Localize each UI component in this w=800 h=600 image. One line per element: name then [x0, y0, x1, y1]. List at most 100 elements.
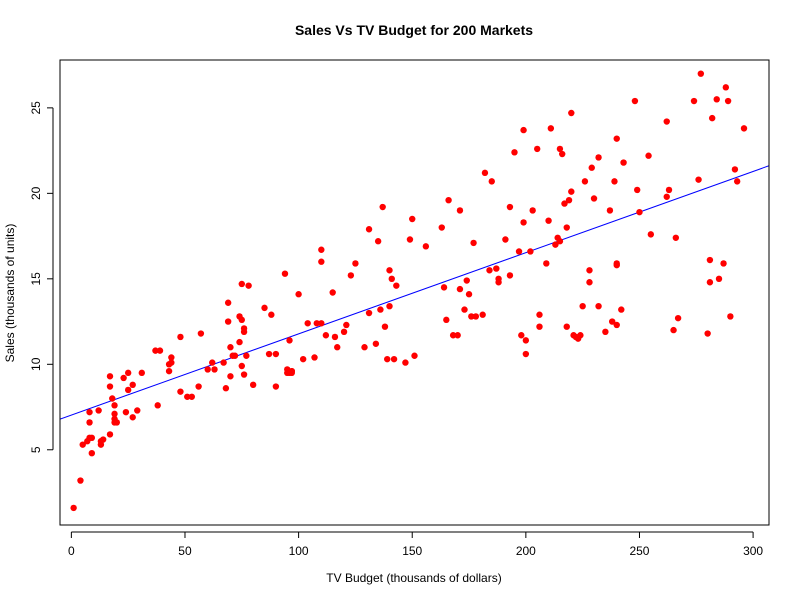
data-point — [506, 272, 514, 279]
data-point — [211, 366, 218, 373]
data-point — [695, 176, 702, 183]
data-point — [706, 256, 714, 264]
data-point — [268, 311, 275, 318]
data-point — [197, 330, 205, 337]
data-point — [631, 97, 639, 105]
data-point — [177, 388, 184, 395]
data-point — [138, 369, 146, 377]
data-point — [470, 239, 477, 247]
data-point — [177, 333, 184, 341]
data-point — [311, 354, 318, 361]
data-point — [329, 289, 336, 296]
data-point — [724, 97, 732, 105]
data-point — [227, 373, 234, 380]
data-point — [613, 321, 620, 329]
data-point — [402, 359, 409, 366]
data-point — [240, 325, 248, 332]
data-point — [672, 234, 680, 241]
data-point — [720, 260, 727, 267]
data-point — [613, 135, 620, 142]
data-point — [620, 159, 627, 166]
data-point — [109, 395, 116, 402]
data-point — [456, 285, 464, 293]
data-point — [224, 299, 232, 306]
data-point — [365, 226, 373, 233]
data-point — [222, 385, 230, 392]
data-point — [704, 330, 711, 337]
data-point — [377, 306, 384, 313]
data-point — [722, 84, 730, 91]
data-point — [79, 441, 86, 448]
data-point — [595, 154, 602, 161]
data-point — [586, 267, 593, 274]
data-point — [568, 109, 575, 117]
x-tick-label: 0 — [68, 544, 75, 558]
data-point — [393, 282, 400, 289]
data-point — [636, 208, 643, 216]
data-point — [543, 260, 550, 267]
data-point — [390, 355, 398, 363]
data-point — [134, 407, 141, 414]
data-point — [486, 267, 493, 274]
data-point — [579, 302, 586, 310]
data-point — [361, 344, 368, 351]
data-point — [168, 354, 175, 361]
data-point — [518, 332, 525, 339]
data-point — [318, 246, 325, 253]
data-point — [520, 219, 527, 226]
data-point — [633, 186, 641, 194]
chart-title: Sales Vs TV Budget for 200 Markets — [295, 22, 533, 38]
data-point — [522, 350, 530, 358]
data-point — [647, 231, 655, 238]
data-point — [588, 164, 595, 171]
data-point — [488, 178, 495, 185]
data-point — [443, 316, 450, 324]
data-point — [663, 118, 670, 125]
data-point — [113, 419, 121, 426]
data-point — [106, 431, 114, 438]
data-point — [95, 407, 102, 414]
data-point — [70, 504, 77, 512]
data-point — [527, 248, 534, 255]
data-point — [449, 332, 457, 339]
y-axis-label: Sales (thousands of units) — [3, 224, 17, 363]
data-point — [595, 302, 602, 310]
data-point — [238, 362, 245, 370]
data-point — [372, 340, 380, 347]
data-point — [318, 320, 325, 327]
data-point — [318, 258, 325, 265]
plot-frame — [59, 59, 770, 526]
x-axis-label: TV Budget (thousands of dollars) — [326, 571, 501, 585]
data-point — [406, 236, 414, 243]
data-point — [565, 196, 573, 204]
data-point — [727, 313, 734, 320]
data-point — [224, 318, 232, 325]
data-point — [313, 320, 320, 327]
data-point — [463, 277, 470, 284]
data-point — [236, 338, 243, 346]
data-point — [288, 367, 295, 375]
data-point — [386, 302, 393, 310]
data-point — [122, 408, 130, 416]
data-point — [506, 203, 514, 211]
data-point — [340, 328, 348, 336]
data-point — [670, 326, 677, 334]
y-axis: 5 10 15 20 25 — [29, 101, 54, 453]
data-point — [106, 373, 114, 380]
data-point — [388, 275, 395, 283]
data-point — [322, 332, 330, 339]
data-point — [515, 248, 523, 255]
data-point — [124, 386, 132, 394]
data-point — [386, 267, 393, 274]
data-point — [129, 381, 136, 389]
data-point — [552, 241, 559, 248]
data-point — [481, 169, 489, 177]
data-point — [559, 150, 566, 158]
data-point — [422, 243, 430, 250]
data-point — [204, 366, 211, 373]
data-point — [334, 344, 341, 351]
y-tick-label: 25 — [29, 101, 43, 115]
data-point — [645, 152, 652, 159]
data-point — [77, 477, 84, 484]
data-point — [520, 126, 527, 134]
